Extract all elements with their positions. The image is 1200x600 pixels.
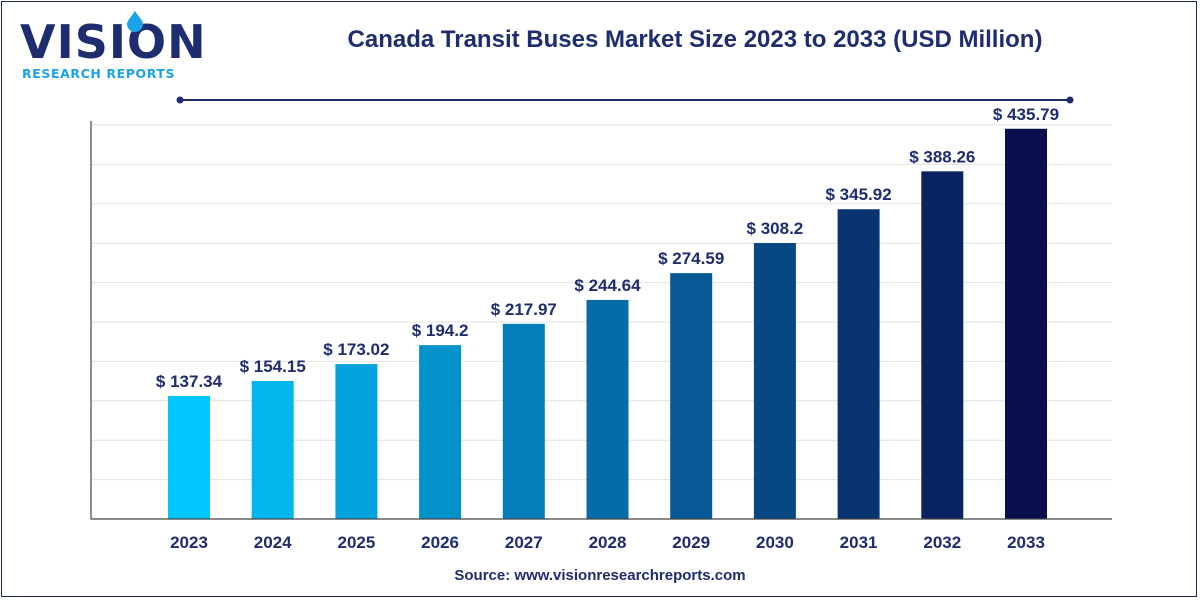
x-tick-2032: 2032 xyxy=(923,533,961,552)
x-tick-2030: 2030 xyxy=(756,533,794,552)
x-tick-2029: 2029 xyxy=(672,533,710,552)
bar-2025 xyxy=(335,364,378,519)
data-label-2026: $ 194.2 xyxy=(412,321,469,340)
data-label-2033: $ 435.79 xyxy=(993,105,1059,124)
data-labels: $ 137.34 $ 154.15 $ 173.02 $ 194.2 $ 217.97 $… xyxy=(156,105,1059,391)
brand-logo: VISION RESEARCH REPORTS xyxy=(20,11,206,86)
brand-name: VISION xyxy=(20,15,207,69)
data-label-2032: $ 388.26 xyxy=(909,147,975,166)
data-label-2024: $ 154.15 xyxy=(240,357,306,376)
axes xyxy=(90,121,1112,520)
x-tick-2028: 2028 xyxy=(589,533,627,552)
x-tick-2024: 2024 xyxy=(254,533,292,552)
x-tick-2023: 2023 xyxy=(170,533,208,552)
x-tick-2033: 2033 xyxy=(1007,533,1045,552)
x-tick-2031: 2031 xyxy=(840,533,878,552)
brand-tagline: RESEARCH REPORTS xyxy=(22,66,176,81)
bar-2030 xyxy=(753,243,796,519)
x-tick-2025: 2025 xyxy=(337,533,375,552)
bar-2033 xyxy=(1005,128,1047,519)
data-label-2029: $ 274.59 xyxy=(658,249,724,268)
bar-2028 xyxy=(586,299,629,519)
x-tick-labels: 2023 2024 2025 2026 2027 2028 2029 2030 2031 2032… xyxy=(170,533,1045,552)
x-tick-2027: 2027 xyxy=(505,533,543,552)
bar-2026 xyxy=(419,345,462,519)
bar-2032 xyxy=(921,171,964,519)
title-divider xyxy=(176,96,1074,104)
data-label-2025: $ 173.02 xyxy=(323,340,389,359)
bar-2029 xyxy=(670,273,713,519)
data-label-2023: $ 137.34 xyxy=(156,372,223,391)
source-note: Source: www.visionresearchreports.com xyxy=(454,567,746,584)
bar-2031 xyxy=(837,209,880,519)
x-tick-2026: 2026 xyxy=(421,533,459,552)
data-label-2028: $ 244.64 xyxy=(574,276,641,295)
bar-2027 xyxy=(502,323,545,519)
bars xyxy=(168,128,1047,519)
data-label-2031: $ 345.92 xyxy=(826,185,892,204)
data-label-2030: $ 308.2 xyxy=(747,219,804,238)
bar-2023 xyxy=(168,396,210,519)
data-label-2027: $ 217.97 xyxy=(491,300,557,319)
droplet-icon xyxy=(127,11,143,32)
chart-title: Canada Transit Buses Market Size 2023 to… xyxy=(347,26,1043,53)
bar-2024 xyxy=(251,380,294,519)
